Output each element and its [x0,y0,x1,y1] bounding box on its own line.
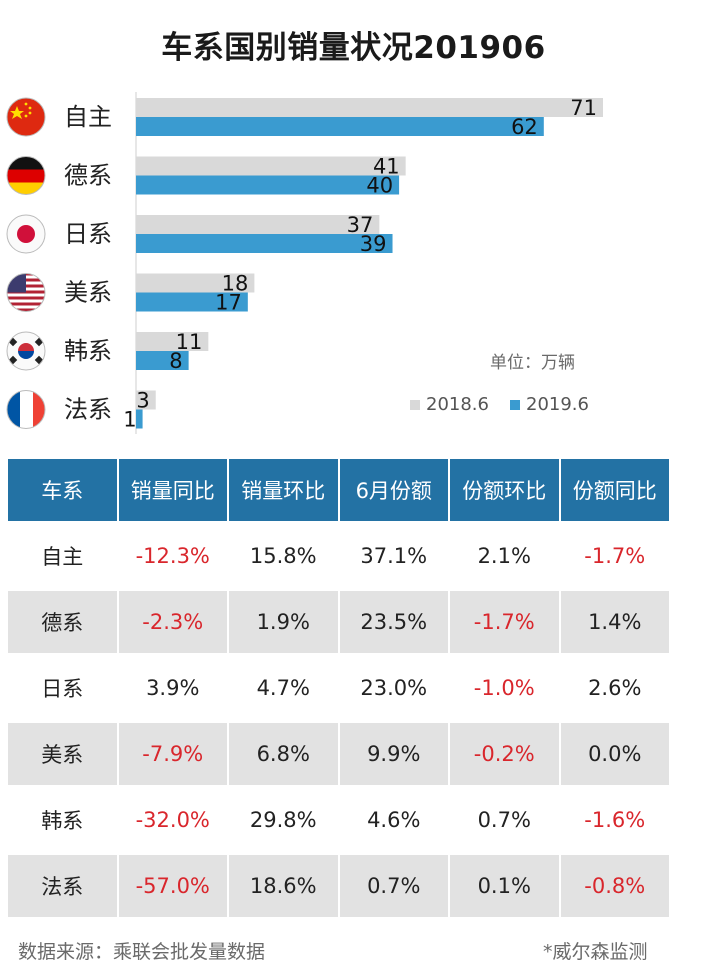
table-header-row: 车系 销量同比 销量环比 6月份额 份额环比 份额同比 [8,459,669,525]
korea-flag-icon [6,331,46,371]
data-label: 11 [176,330,203,354]
table-cell: -32.0% [118,789,227,855]
bar-2018 [136,98,603,117]
table-cell: 4.6% [339,789,448,855]
row-label: 韩系 [8,789,117,855]
table-header: 6月份额 [339,459,448,525]
table-cell: 6.8% [229,723,338,789]
bar-2018 [136,332,209,351]
bar-2018 [136,156,406,176]
table-cell: -0.8% [560,855,669,921]
row-label: 美系 [8,723,117,789]
table-cell: 0.1% [450,855,559,921]
table-cell: -0.2% [450,723,559,789]
table-cell: 4.7% [229,657,338,723]
category-label: 美系 [64,279,112,307]
table-cell: 9.9% [339,723,448,789]
data-label: 41 [373,155,400,179]
table-cell: -1.0% [450,657,559,723]
legend-item-2019: 2019.6 [510,394,589,415]
row-label: 自主 [8,525,117,591]
legend-label-2018: 2018.6 [426,394,489,415]
data-label: 8 [169,349,182,373]
data-label: 37 [347,213,374,237]
table-row: 日系 3.9% 4.7% 23.0% -1.0% 2.6% [8,657,669,723]
table-header: 份额环比 [450,459,559,525]
table-cell: 0.7% [339,855,448,921]
unit-label: 单位：万辆 [490,353,575,373]
row-label: 日系 [8,657,117,723]
bar-2018 [136,390,156,410]
bar-2018 [136,273,255,293]
data-label: 71 [570,96,597,120]
bar-2019 [136,351,189,370]
table-header: 车系 [8,459,117,525]
data-label: 17 [215,291,242,315]
data-label: 3 [136,389,149,413]
legend-swatch-2019 [510,399,520,410]
table-header: 份额同比 [560,459,669,525]
legend-item-2018: 2018.6 [410,394,489,415]
china-flag-icon [6,97,46,137]
table-cell: -12.3% [118,525,227,591]
table-row: 韩系 -32.0% 29.8% 4.6% 0.7% -1.6% [8,789,669,855]
usa-flag-icon [6,273,46,312]
bar-2018 [136,215,380,234]
row-label: 德系 [8,591,117,657]
table-cell: 15.8% [229,525,338,591]
credit-note: *威尔森监测 [543,941,648,963]
bar-2019 [136,175,400,195]
data-label: 62 [511,115,538,139]
data-label: 40 [366,174,393,198]
table-cell: 29.8% [229,789,338,855]
table-cell: -1.7% [450,591,559,657]
table-cell: -57.0% [118,855,227,921]
table-cell: 0.0% [560,723,669,789]
table-cell: 0.7% [450,789,559,855]
category-label: 自主 [64,103,112,131]
table-cell: 23.0% [339,657,448,723]
data-source: 数据来源：乘联会批发量数据 [18,941,266,963]
category-label: 德系 [64,162,112,190]
japan-flag-icon [6,214,46,254]
legend-swatch-2018 [410,399,420,410]
table-row: 法系 -57.0% 18.6% 0.7% 0.1% -0.8% [8,855,669,921]
category-label: 韩系 [64,337,112,365]
table-row: 自主 -12.3% 15.8% 37.1% 2.1% -1.7% [8,525,669,591]
table-row: 美系 -7.9% 6.8% 9.9% -0.2% 0.0% [8,723,669,789]
table-cell: 18.6% [229,855,338,921]
comparison-table: 车系 销量同比 销量环比 6月份额 份额环比 份额同比 自主 -12.3% 15.8… [6,459,671,921]
bar-2019 [136,234,393,253]
table-cell: -1.7% [560,525,669,591]
table-cell: 1.9% [229,591,338,657]
chart-title: 车系国别销量状况201906 [161,30,546,66]
legend-label-2019: 2019.6 [526,394,589,415]
table-cell: 37.1% [339,525,448,591]
table-cell: 1.4% [560,591,669,657]
table-cell: -1.6% [560,789,669,855]
table-header: 销量环比 [229,459,338,525]
bar-2019 [136,292,248,312]
table-cell: 23.5% [339,591,448,657]
table-cell: 2.6% [560,657,669,723]
table-cell: -7.9% [118,723,227,789]
row-label: 法系 [8,855,117,921]
table-header: 销量同比 [118,459,227,525]
bar-2019 [136,117,544,136]
table-row: 德系 -2.3% 1.9% 23.5% -1.7% 1.4% [8,591,669,657]
category-label: 日系 [64,220,112,248]
data-label: 39 [360,232,387,256]
category-label: 法系 [64,396,112,424]
table-cell: -2.3% [118,591,227,657]
data-label: 1 [123,408,136,432]
table-cell: 3.9% [118,657,227,723]
table-cell: 2.1% [450,525,559,591]
data-label: 18 [222,272,249,296]
bar-2019 [136,409,143,429]
germany-flag-icon [6,156,46,195]
france-flag-icon [6,390,46,429]
